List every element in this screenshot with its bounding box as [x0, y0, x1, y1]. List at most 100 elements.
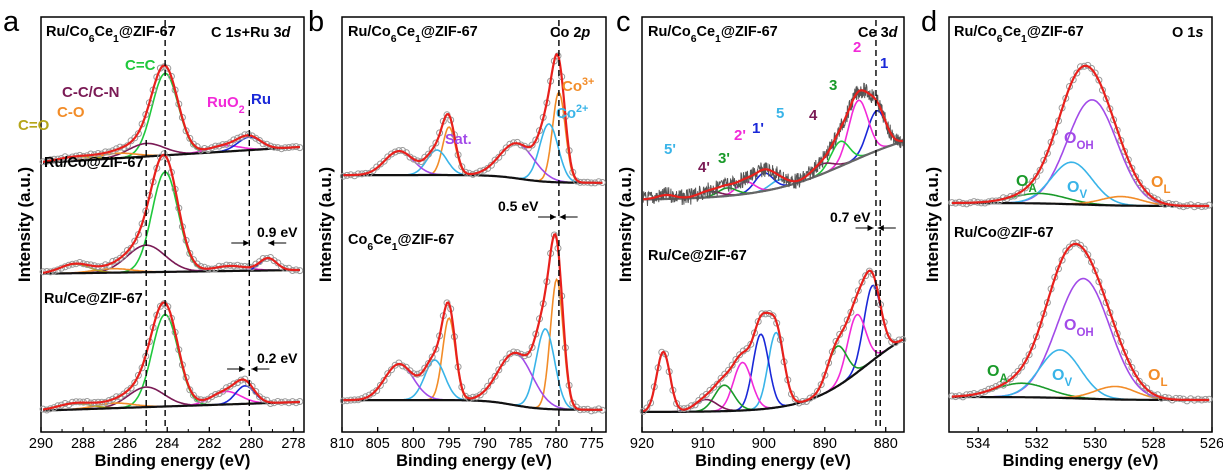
raw-data-point — [1187, 201, 1195, 209]
peak-label: 3 — [829, 77, 837, 94]
peak-label: OOH — [1064, 130, 1094, 152]
background-line — [43, 400, 300, 412]
raw-data-point — [717, 374, 725, 382]
x-tick-label: 532 — [1025, 436, 1049, 452]
raw-data-point — [164, 303, 172, 311]
fit-component — [643, 99, 904, 201]
raw-data-point — [380, 157, 388, 165]
raw-data-point — [1135, 377, 1143, 385]
raw-data-point — [131, 237, 139, 245]
fit-component — [343, 359, 603, 411]
raw-data-point — [212, 391, 219, 398]
plot-frame — [40, 16, 305, 433]
fit-component — [643, 338, 904, 413]
fit-component — [643, 331, 904, 413]
raw-data-point — [1128, 164, 1136, 172]
peak-label: Co2+ — [556, 103, 588, 122]
background-line — [43, 268, 300, 275]
raw-data-point — [1073, 239, 1081, 247]
peak-label: RuO2 — [207, 94, 245, 116]
shift-arrowhead — [877, 225, 884, 231]
shift-label: 0.5 eV — [498, 198, 539, 214]
peak-label: C-O — [57, 104, 85, 121]
raw-data-point — [252, 388, 260, 395]
x-tick-label: 282 — [197, 436, 221, 452]
x-tick-label: 526 — [1200, 436, 1223, 452]
background-line — [643, 338, 904, 413]
envelope-fit — [951, 242, 1210, 402]
envelope-fit — [643, 89, 903, 201]
x-tick-label: 920 — [630, 436, 654, 452]
sample-label: Ru/Co6Ce1@ZIF-67 — [648, 24, 778, 45]
fit-component — [343, 278, 603, 411]
x-tick-label: 785 — [508, 436, 532, 452]
raw-data-point — [810, 392, 818, 400]
raw-data-point — [499, 149, 506, 157]
x-tick-label: 780 — [544, 436, 568, 452]
raw-data-point — [502, 355, 510, 363]
envelope-fit — [43, 153, 300, 274]
fit-component — [643, 338, 904, 413]
raw-data-point — [248, 382, 256, 390]
raw-data-point — [532, 136, 540, 144]
raw-data-point — [189, 391, 197, 399]
raw-data-point — [695, 397, 703, 404]
shift-arrowhead — [268, 240, 275, 246]
raw-data-point — [1032, 172, 1040, 180]
raw-data-point — [1018, 363, 1026, 371]
panel-d: d Intensity (a.u.) 534 532 530 528 526 Binding … — [921, 6, 1223, 470]
raw-data-point — [840, 324, 847, 332]
sample-label: Ru/Co6Ce1@ZIF-67 — [46, 24, 176, 45]
x-axis-label: Binding energy (eV) — [396, 452, 552, 470]
fit-component — [642, 338, 904, 413]
shift-arrowhead — [251, 366, 258, 372]
raw-data-point — [131, 379, 139, 387]
plot-frame — [341, 16, 607, 433]
y-axis-label: Intensity (a.u.) — [15, 167, 34, 282]
raw-data-point — [899, 336, 907, 343]
peak-label: OOH — [1064, 317, 1094, 339]
fit-component — [643, 338, 904, 413]
raw-data-point — [1066, 243, 1073, 251]
panel-c: c Intensity (a.u.) 920 910 900 890 880 Binding … — [616, 6, 907, 470]
background-line — [343, 173, 603, 184]
peak-label: 4' — [698, 159, 710, 176]
peak-label: 1 — [880, 55, 888, 72]
x-tick-label: 805 — [366, 436, 390, 452]
peak-label: 3' — [718, 150, 730, 167]
panel-letter: b — [308, 6, 324, 38]
raw-data-point — [1150, 194, 1158, 202]
x-axis-label: Binding energy (eV) — [1003, 452, 1159, 470]
raw-data-point — [476, 391, 484, 399]
raw-data-point — [134, 371, 142, 379]
raw-data-point — [252, 134, 260, 142]
x-axis-label: Binding energy (eV) — [695, 452, 851, 470]
sample-label: Ru/Ce@ZIF-67 — [44, 291, 143, 307]
shift-label: 0.2 eV — [257, 350, 298, 366]
x-tick-label: 810 — [330, 436, 354, 452]
peak-label: OL — [1151, 174, 1171, 196]
x-tick-label: 288 — [71, 436, 95, 452]
core-level-label: Ce 3d — [858, 25, 899, 41]
raw-data-point — [702, 390, 710, 398]
raw-data-point — [406, 153, 414, 161]
raw-data-point — [384, 370, 392, 378]
envelope-fit — [42, 301, 300, 411]
raw-data-point — [528, 141, 536, 149]
peak-label: C=O — [18, 117, 50, 134]
peak-label: OV — [1052, 367, 1072, 389]
y-axis-label: Intensity (a.u.) — [923, 167, 942, 282]
peak-label: OL — [1148, 367, 1168, 389]
x-tick-label: 800 — [401, 436, 425, 452]
peak-label: Ru — [251, 91, 271, 108]
raw-data-point — [373, 387, 381, 395]
raw-data-point — [278, 263, 285, 271]
panel-letter: d — [921, 6, 937, 38]
raw-data-point — [83, 398, 91, 405]
raw-data-point — [550, 231, 558, 239]
raw-data-point — [428, 145, 436, 153]
envelope-fit — [951, 64, 1210, 208]
envelope-fit — [343, 232, 603, 411]
panel-a: a Intensity (a.u.) 290 288 286 284 282 280 278 Bi… — [3, 6, 306, 470]
raw-data-point — [131, 134, 139, 142]
